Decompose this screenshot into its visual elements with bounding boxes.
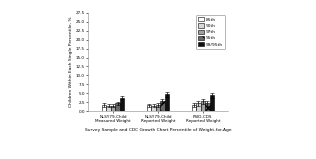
Bar: [191, 105, 196, 111]
Bar: [147, 105, 151, 111]
Bar: [210, 95, 214, 111]
Bar: [156, 105, 160, 111]
Bar: [160, 101, 165, 111]
Bar: [102, 105, 106, 111]
Bar: [196, 103, 201, 111]
Bar: [201, 101, 205, 111]
Bar: [205, 103, 210, 111]
Y-axis label: Children Within Each Single Percentile, %: Children Within Each Single Percentile, …: [69, 17, 73, 107]
Bar: [151, 106, 156, 111]
Bar: [106, 106, 111, 111]
Bar: [115, 103, 120, 111]
Legend: 85th, 90th, 97th, 95th, 99/95th: 85th, 90th, 97th, 95th, 99/95th: [196, 15, 225, 49]
Bar: [120, 98, 125, 111]
Bar: [165, 94, 169, 111]
Bar: [111, 106, 115, 111]
X-axis label: Survey Sample and CDC Growth Chart Percentile of Weight-for-Age: Survey Sample and CDC Growth Chart Perce…: [85, 128, 231, 131]
